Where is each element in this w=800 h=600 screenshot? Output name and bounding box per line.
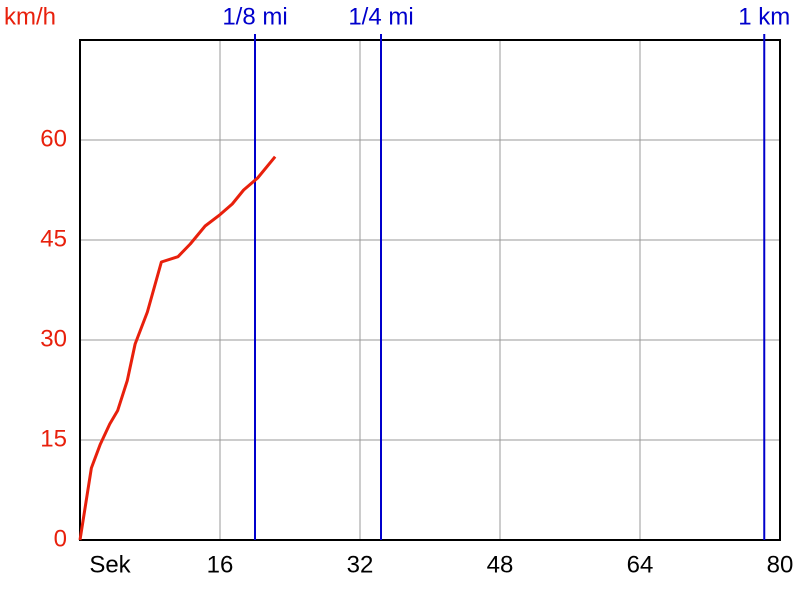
y-tick-label: 15 [40,425,67,452]
y-axis-label: km/h [4,3,56,30]
y-tick-label: 60 [40,125,67,152]
y-tick-label: 45 [40,225,67,252]
distance-label: 1/8 mi [222,3,287,30]
x-tick-label: 64 [627,551,654,578]
distance-label: 1/4 mi [348,3,413,30]
x-tick-label: 80 [767,551,794,578]
x-tick-label: 48 [487,551,514,578]
x-tick-label: Sek [89,551,131,578]
plot-frame [79,39,781,541]
x-tick-label: 16 [207,551,234,578]
x-tick-label: 32 [347,551,374,578]
speed-line [78,155,277,541]
y-tick-label: 30 [40,325,67,352]
y-tick-label: 0 [54,525,67,552]
distance-label: 1 km [738,3,790,30]
